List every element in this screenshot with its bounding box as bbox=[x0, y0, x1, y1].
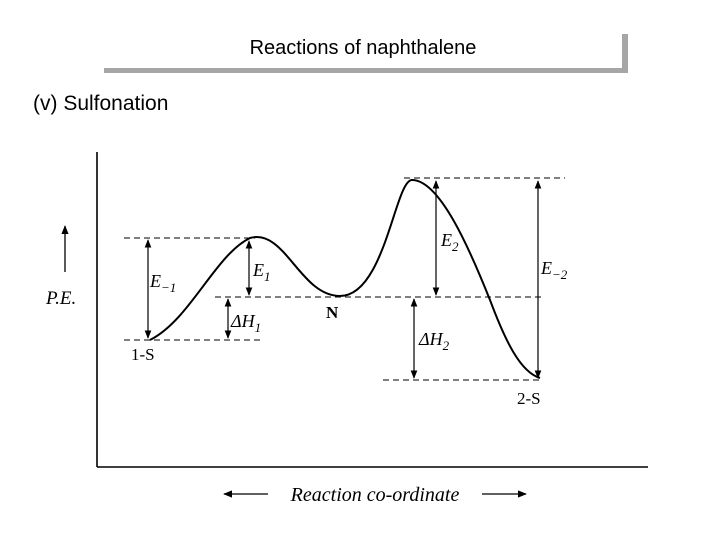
y-axis-label: P.E. bbox=[45, 288, 76, 309]
label-e-minus1: E−1 bbox=[149, 271, 176, 295]
label-e2: E2 bbox=[440, 230, 459, 254]
energy-curve bbox=[149, 178, 541, 379]
x-axis-label: Reaction co-ordinate bbox=[290, 484, 460, 506]
title-side-bar bbox=[622, 34, 628, 73]
slide-subtitle: (v) Sulfonation bbox=[33, 92, 169, 115]
label-end-2s: 2-S bbox=[517, 389, 541, 408]
title-box: Reactions of naphthalene bbox=[104, 34, 628, 73]
label-e1: E1 bbox=[252, 260, 271, 284]
label-e-minus2: E−2 bbox=[540, 258, 568, 282]
label-start-1s: 1-S bbox=[131, 345, 155, 364]
label-dh2: ΔH2 bbox=[418, 329, 450, 353]
label-dh1: ΔH1 bbox=[230, 311, 261, 335]
label-intermediate-n: N bbox=[326, 303, 339, 322]
slide-title: Reactions of naphthalene bbox=[249, 37, 477, 59]
title-underline bbox=[104, 68, 628, 73]
